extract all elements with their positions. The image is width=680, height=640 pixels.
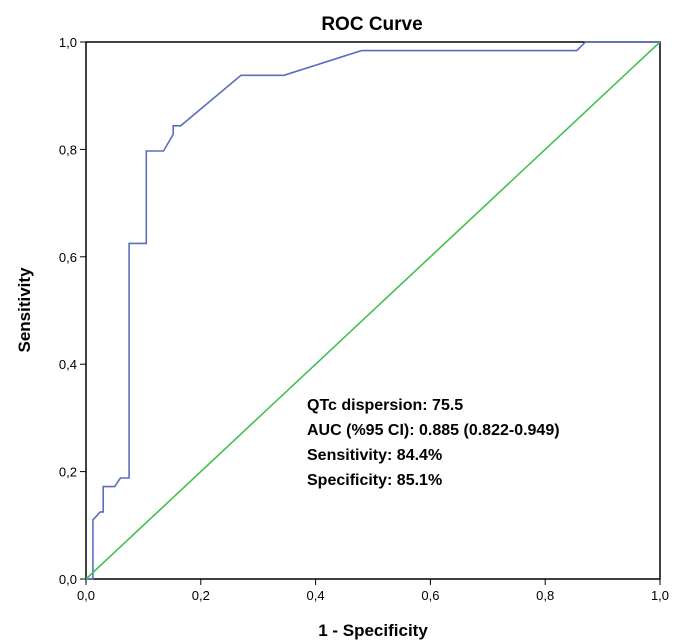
- y-tick-label: 0,4: [59, 357, 77, 372]
- roc-curve-line: [86, 41, 660, 580]
- series-layer: [85, 41, 661, 580]
- annotation-line: QTc dispersion: 75.5: [307, 397, 463, 414]
- x-tick-label: 0,0: [77, 588, 95, 603]
- annotation-line: AUC (%95 CI): 0.885 (0.822-0.949): [307, 422, 560, 439]
- annotation-line: Sensitivity: 84.4%: [307, 447, 442, 464]
- y-tick-label: 0,6: [59, 250, 77, 265]
- annotation-line: Specificity: 85.1%: [307, 472, 442, 489]
- chart-title: ROC Curve: [321, 14, 422, 35]
- y-axis: 0,0 0,2 0,4 0,6 0,8 1,0: [59, 35, 86, 587]
- x-axis-label: 1 - Specificity: [318, 621, 428, 640]
- x-tick-label: 0,2: [192, 588, 210, 603]
- x-tick-label: 1,0: [651, 588, 669, 603]
- y-tick-label: 0,2: [59, 465, 77, 480]
- y-tick-label: 1,0: [59, 35, 77, 50]
- x-tick-label: 0,8: [536, 588, 554, 603]
- reference-diagonal-line: [85, 41, 661, 580]
- y-tick-label: 0,8: [59, 142, 77, 157]
- plot-area-frame: [85, 41, 661, 580]
- x-tick-label: 0,6: [421, 588, 439, 603]
- annotation-box: QTc dispersion: 75.5 AUC (%95 CI): 0.885 …: [307, 397, 560, 489]
- y-tick-label: 0,0: [59, 572, 77, 587]
- x-axis: 0,0 0,2 0,4 0,6 0,8 1,0: [77, 579, 669, 603]
- x-tick-label: 0,4: [307, 588, 325, 603]
- y-axis-label: Sensitivity: [15, 267, 34, 353]
